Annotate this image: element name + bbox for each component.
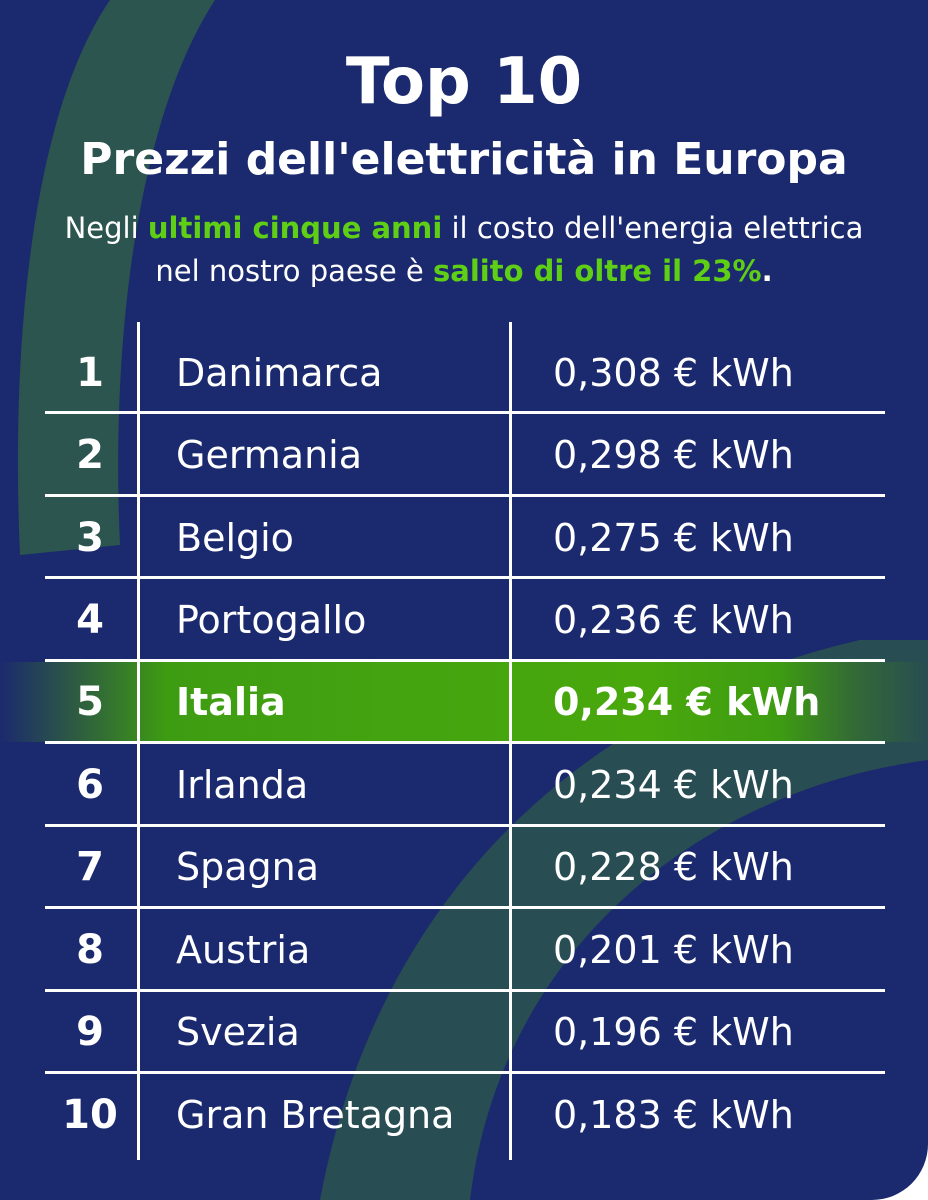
- row-divider: [45, 576, 885, 579]
- row-divider: [45, 411, 885, 414]
- swoosh-bottom: [320, 640, 928, 1200]
- electricity-price: 0,234 € kWh: [553, 680, 821, 724]
- row-divider: [45, 906, 885, 909]
- electricity-price: 0,183 € kWh: [553, 1093, 794, 1137]
- rank-number: 6: [76, 762, 104, 808]
- rank-number: 2: [76, 432, 104, 478]
- rank-number: 7: [76, 844, 104, 890]
- electricity-price: 0,236 € kWh: [553, 598, 794, 642]
- table-row: 6 Irlanda 0,234 € kWh: [0, 745, 928, 825]
- country-name: Portogallo: [176, 598, 367, 642]
- country-name: Italia: [176, 680, 286, 724]
- intro-text: Negli: [64, 211, 148, 245]
- electricity-price: 0,196 € kWh: [553, 1010, 794, 1054]
- electricity-price: 0,275 € kWh: [553, 516, 794, 560]
- table-row: 3 Belgio 0,275 € kWh: [0, 498, 928, 578]
- country-name: Svezia: [176, 1010, 300, 1054]
- country-name: Danimarca: [176, 351, 383, 395]
- electricity-price: 0,201 € kWh: [553, 928, 794, 972]
- row-divider: [45, 659, 885, 662]
- electricity-price: 0,308 € kWh: [553, 351, 794, 395]
- table-row: 2 Germania 0,298 € kWh: [0, 415, 928, 495]
- rank-number: 3: [76, 515, 104, 561]
- row-divider: [45, 824, 885, 827]
- country-name: Spagna: [176, 845, 320, 889]
- intro-line-1: Negli ultimi cinque anni il costo dell'e…: [0, 208, 928, 248]
- table-row: 4 Portogallo 0,236 € kWh: [0, 580, 928, 660]
- intro-highlight: salito di oltre il 23%: [433, 254, 762, 288]
- rank-number: 8: [76, 927, 104, 973]
- table-row: 7 Spagna 0,228 € kWh: [0, 827, 928, 907]
- electricity-price: 0,298 € kWh: [553, 433, 794, 477]
- country-name: Irlanda: [176, 763, 309, 807]
- rank-number: 10: [62, 1092, 118, 1138]
- page-subtitle: Prezzi dell'elettricità in Europa: [80, 134, 848, 185]
- intro-line-2: nel nostro paese è salito di oltre il 23…: [0, 251, 928, 291]
- row-divider: [45, 494, 885, 497]
- highlighted-row-background: [0, 662, 928, 742]
- table-row: 10 Gran Bretagna 0,183 € kWh: [0, 1075, 928, 1155]
- intro-text: il costo dell'energia elettrica: [442, 211, 864, 245]
- table-row: 1 Danimarca 0,308 € kWh: [0, 333, 928, 413]
- rank-number: 9: [76, 1009, 104, 1055]
- swoosh-top-left: [17, 0, 215, 555]
- country-name: Gran Bretagna: [176, 1093, 455, 1137]
- rank-number: 5: [76, 679, 104, 725]
- intro-text: nel nostro paese è: [155, 254, 433, 288]
- electricity-price: 0,228 € kWh: [553, 845, 794, 889]
- table-row: 9 Svezia 0,196 € kWh: [0, 992, 928, 1072]
- table-row: 8 Austria 0,201 € kWh: [0, 910, 928, 990]
- row-divider: [45, 1071, 885, 1074]
- rank-number: 4: [76, 597, 104, 643]
- intro-highlight: ultimi cinque anni: [147, 211, 443, 245]
- electricity-price: 0,234 € kWh: [553, 763, 794, 807]
- page-title: Top 10: [345, 45, 583, 119]
- country-name: Austria: [176, 928, 311, 972]
- row-divider: [45, 741, 885, 744]
- country-name: Germania: [176, 433, 363, 477]
- intro-text: .: [761, 254, 773, 288]
- rank-number: 1: [76, 350, 104, 396]
- country-name: Belgio: [176, 516, 294, 560]
- row-divider: [45, 989, 885, 992]
- table-row-highlighted: 5 Italia 0,234 € kWh: [0, 662, 928, 742]
